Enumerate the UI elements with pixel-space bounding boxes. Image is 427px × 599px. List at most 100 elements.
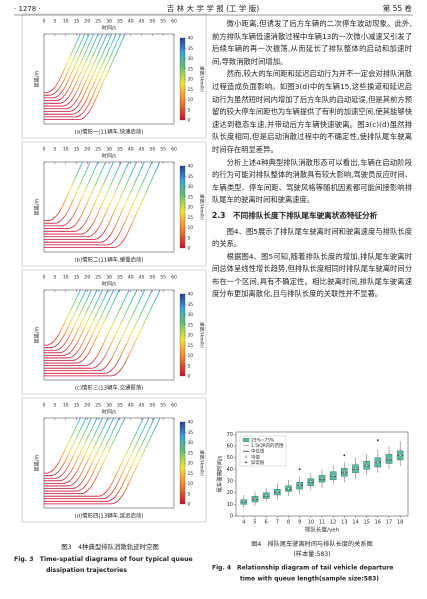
x-axis-label: 时间/s [102,153,117,160]
legend-label: 中位线 [251,448,265,455]
x-tick-label: 15 [74,19,80,25]
x-tick-label: 12 [330,520,336,526]
colorbar-label: 速度/(km/h) [199,194,206,220]
colorbar-tick-label: 30 [188,56,194,62]
panel-frame [21,397,207,523]
trajectory [44,290,92,351]
trajectory [44,162,83,221]
colorbar-tick-label: 40 [188,164,194,170]
trajectory [44,34,117,115]
trajectory [44,418,144,497]
panel-subtitle: (d)情形四(13辆车,延迟启动) [75,512,144,520]
x-tick-label: 60 [171,19,177,25]
trajectory [44,34,108,110]
x-tick-label: 0 [43,19,46,25]
x-tick-label: 25 [95,147,101,153]
mean-marker [276,490,279,494]
trajectory [44,290,161,377]
y-axis-label: 距离/m [34,71,41,88]
x-tick-label: 15 [363,520,369,526]
mean-marker [343,471,346,474]
panel-frame [21,13,207,139]
x-tick-label: 5 [253,520,256,526]
x-tick-label: 55 [160,19,166,25]
colorbar-tick-label: 15 [188,471,194,477]
paragraph: 分析上述4种典型排队消散形态可以看出,车辆在启动阶段的行为可能对排队整体的消散具… [212,157,412,205]
x-tick-label: 5 [53,403,56,409]
colorbar-tick-label: 5 [188,235,191,241]
colorbar-tick-label: 15 [188,87,194,93]
x-tick-label: 5 [53,275,56,281]
x-tick-label: 20 [84,403,90,409]
colorbar-tick-label: 10 [188,353,194,359]
colorbar-tick-label: 10 [188,225,194,231]
x-tick-label: 45 [139,403,145,409]
colorbar-tick-label: 20 [188,205,194,211]
x-tick-label: 16 [375,520,381,526]
trajectory [44,34,90,99]
trajectory [44,290,87,349]
trajectory [44,418,98,482]
trajectory [44,418,161,505]
legend-swatch [244,455,248,458]
panel-frame [21,269,207,395]
x-tick-label: 30 [106,403,112,409]
x-tick-label: 0 [43,275,46,281]
outlier [298,468,301,471]
trajectory [44,418,115,489]
mean-marker [387,457,391,460]
colorbar-tick-label: 30 [188,184,194,190]
trajectory [44,162,145,243]
x-tick-label: 35 [117,147,123,153]
paragraph: 根据图4、图5可知,随着排队长度的增加,排队尾车驶离时间总体呈线性增长趋势,但排… [212,251,412,299]
trajectory [44,290,109,359]
colorbar-tick-label: 5 [188,107,191,113]
colorbar-tick-label: 20 [188,77,194,83]
figure-caption-cn: 图4 排队尾车驶离时间与排队长度的关系图 [251,540,373,548]
trajectory [44,162,122,235]
panel-frame [21,141,207,267]
mean-marker [242,500,245,503]
trajectory [44,34,122,118]
trajectory [44,418,92,479]
colorbar-tick-label: 35 [188,430,194,436]
trajectory [44,162,138,240]
x-tick-label: 10 [63,275,69,281]
volume: 第 55 卷 [383,3,413,13]
trajectory [44,290,138,369]
trajectory [44,290,146,372]
mean-marker [298,484,301,487]
trajectory [44,34,81,93]
x-tick-label: 60 [171,403,177,409]
x-tick-label: 20 [84,275,90,281]
x-tick-label: 50 [149,275,155,281]
x-tick-label: 35 [117,19,123,25]
x-tick-label: 0 [43,147,46,153]
figure-caption-en: Fig. 3 Time-spatial diagrams of four typ… [14,556,193,563]
x-tick-label: 45 [139,147,145,153]
colorbar [179,165,186,249]
x-tick-label: 55 [160,403,166,409]
x-tick-label: 30 [106,19,112,25]
colorbar-tick-label: 5 [188,363,191,369]
x-axis-label: 时间/s [102,281,117,288]
mean-marker [354,467,357,470]
y-axis-label: 距离/m [34,199,41,216]
legend-label: 异常值 [251,459,265,466]
outlier [343,454,346,457]
x-tick-label: 18 [397,520,403,526]
x-tick-label: 15 [74,403,80,409]
figure-caption-en: Fig. 4 Relationship diagram of tail vehi… [212,565,393,572]
plot-area [43,417,175,509]
trajectory [44,34,104,107]
mean-marker [265,494,268,497]
x-tick-label: 7 [276,520,279,526]
colorbar-tick-label: 0 [188,502,191,508]
x-tick-label: 9 [298,520,301,526]
x-axis-label: 排队长度/veh [305,526,340,534]
y-tick-label: 30 [227,479,233,485]
colorbar-tick-label: 35 [188,46,194,52]
x-tick-label: 45 [139,19,145,25]
x-tick-label: 50 [149,147,155,153]
colorbar-tick-label: 25 [188,450,194,456]
